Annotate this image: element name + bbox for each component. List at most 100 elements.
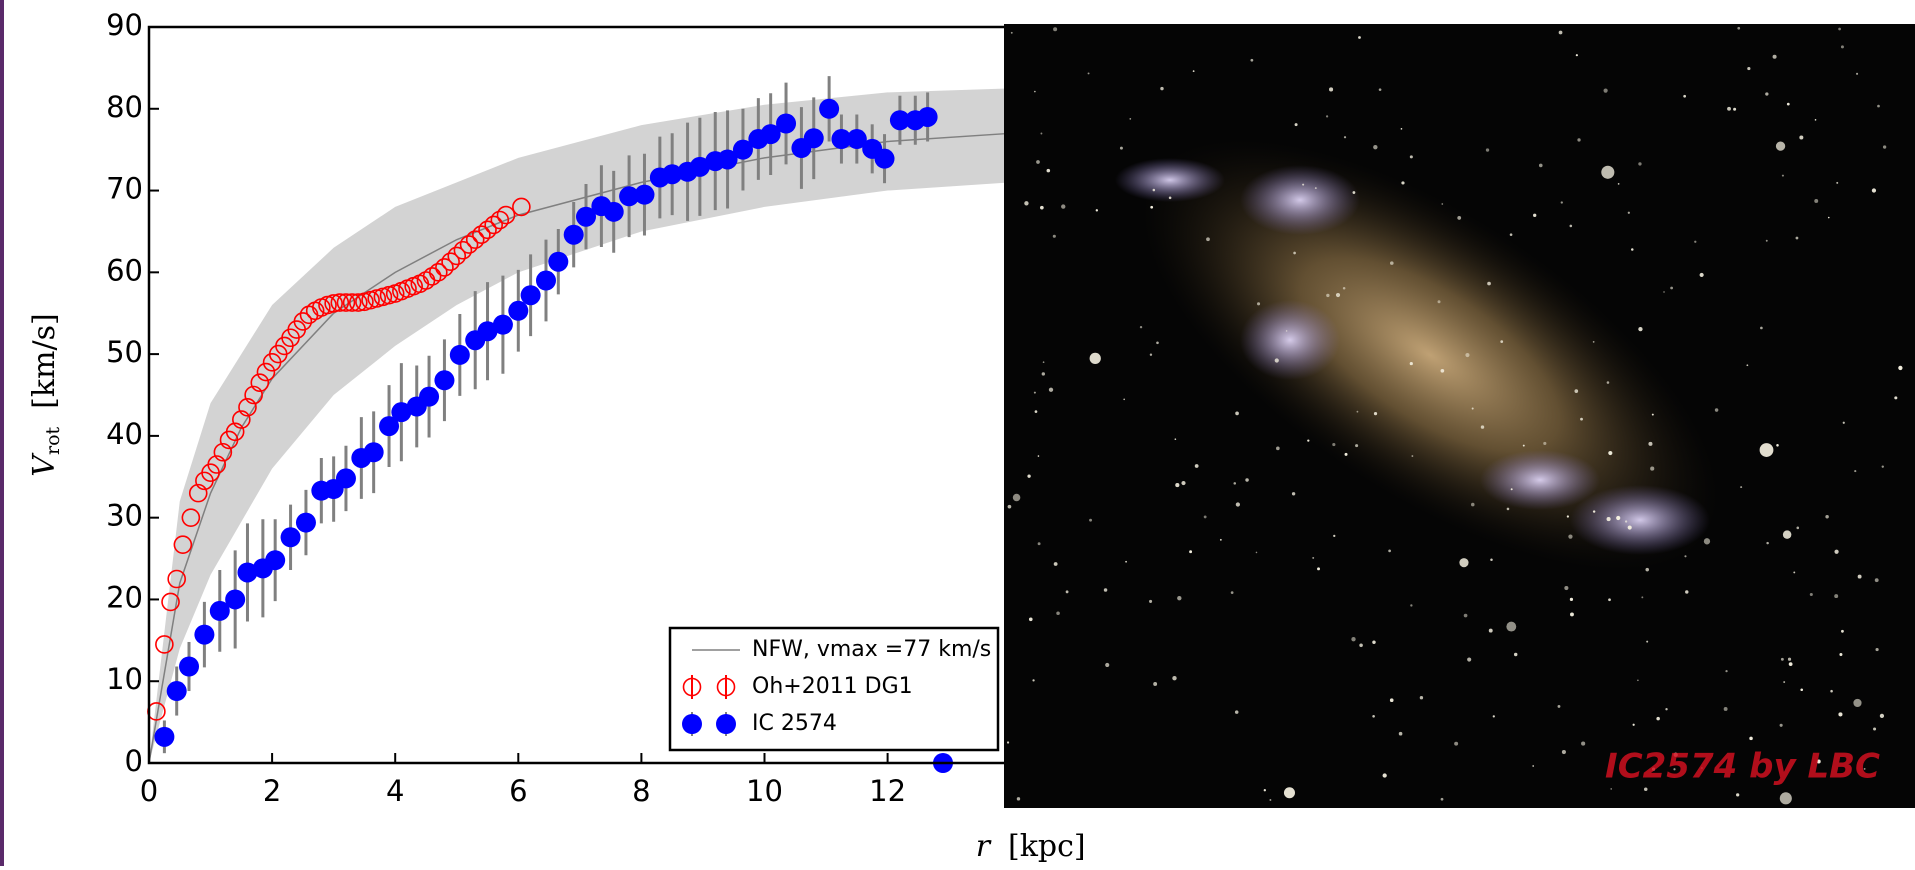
y-label-unit: [km/s] <box>27 313 62 409</box>
star <box>1566 515 1570 518</box>
star <box>1053 562 1058 566</box>
star <box>1871 188 1877 193</box>
galaxy-photo: IC2574 by LBC <box>1004 24 1915 808</box>
star <box>1765 92 1769 96</box>
data-point <box>496 205 516 225</box>
star-cluster <box>1240 300 1340 380</box>
star <box>1103 588 1108 592</box>
star <box>1125 560 1127 563</box>
star <box>1608 450 1613 456</box>
star <box>1440 797 1444 801</box>
star <box>1564 585 1569 591</box>
star <box>1257 302 1261 306</box>
data-point <box>662 164 683 185</box>
star <box>1342 286 1346 290</box>
star <box>1053 27 1058 32</box>
star <box>1152 188 1156 192</box>
star <box>1898 365 1903 371</box>
star <box>1177 595 1182 601</box>
star <box>1694 240 1697 243</box>
star <box>1441 203 1444 205</box>
star <box>1703 538 1711 545</box>
data-point <box>173 535 193 554</box>
data-point <box>512 197 531 217</box>
star <box>1663 291 1665 293</box>
star <box>1532 765 1535 767</box>
legend-marker <box>682 677 702 697</box>
star <box>1759 443 1774 457</box>
data-point <box>465 230 485 249</box>
star <box>1783 681 1786 684</box>
y-tick-label: 40 <box>106 417 143 451</box>
star <box>1373 144 1378 150</box>
y-tick-label: 60 <box>106 253 143 287</box>
star <box>1570 612 1574 617</box>
star <box>1040 205 1044 210</box>
star <box>1800 688 1804 692</box>
x-tick-label: 0 <box>140 774 158 808</box>
star <box>1355 444 1359 448</box>
star <box>1723 707 1728 711</box>
star <box>1052 234 1056 238</box>
data-point <box>803 128 824 149</box>
star <box>1463 613 1468 618</box>
star <box>1389 698 1394 703</box>
plot-area: 0 10 20 30 40 50 60 70 80 90 0 2 4 6 8 10 12 r [kpc] Vrot [k… <box>27 8 1874 864</box>
y-tick-label: 10 <box>106 662 143 696</box>
data-point <box>238 397 257 417</box>
star <box>1788 662 1793 667</box>
star <box>1036 160 1040 164</box>
image-caption: IC2574 by LBC <box>1605 747 1880 787</box>
star <box>1736 793 1740 797</box>
data-point <box>776 113 797 134</box>
star <box>1203 515 1207 519</box>
star <box>1627 211 1630 214</box>
star <box>1276 446 1280 451</box>
data-point <box>760 124 781 145</box>
star <box>1089 352 1101 365</box>
star <box>1557 704 1561 708</box>
star <box>1793 571 1796 574</box>
data-point <box>619 186 640 207</box>
star <box>1006 741 1010 744</box>
data-point <box>576 206 597 227</box>
star <box>1359 643 1363 648</box>
star <box>1577 138 1581 142</box>
star <box>1034 90 1036 93</box>
star <box>1149 353 1153 356</box>
star <box>1326 293 1330 298</box>
star <box>1840 45 1844 49</box>
star <box>1490 558 1493 561</box>
star <box>1302 183 1305 186</box>
star <box>1874 578 1879 583</box>
x-tick-label: 6 <box>509 774 527 808</box>
star <box>1119 146 1123 150</box>
y-tick-label: 30 <box>106 499 143 533</box>
star <box>1040 132 1043 135</box>
star <box>1398 731 1403 736</box>
star <box>1665 708 1668 711</box>
data-point <box>207 455 227 474</box>
data-point <box>155 635 174 654</box>
x-tick-label: 2 <box>263 774 281 808</box>
star <box>1765 239 1768 242</box>
data-point <box>342 293 362 312</box>
data-point <box>428 263 448 282</box>
data-point <box>478 220 497 240</box>
star <box>1877 104 1880 108</box>
x-label-unit: [kpc] <box>1008 829 1086 864</box>
star <box>1894 396 1898 400</box>
star <box>1206 237 1210 242</box>
y-label-symbol: V <box>27 452 62 477</box>
star <box>1796 526 1800 530</box>
data-point <box>295 512 316 533</box>
star <box>1841 629 1844 633</box>
star-cluster <box>1480 450 1600 510</box>
x-label-symbol: r <box>976 829 992 864</box>
stars <box>1006 26 1903 805</box>
data-point <box>154 726 175 747</box>
y-tick-label: 80 <box>106 90 143 124</box>
star <box>1492 715 1495 718</box>
star <box>1782 530 1792 539</box>
